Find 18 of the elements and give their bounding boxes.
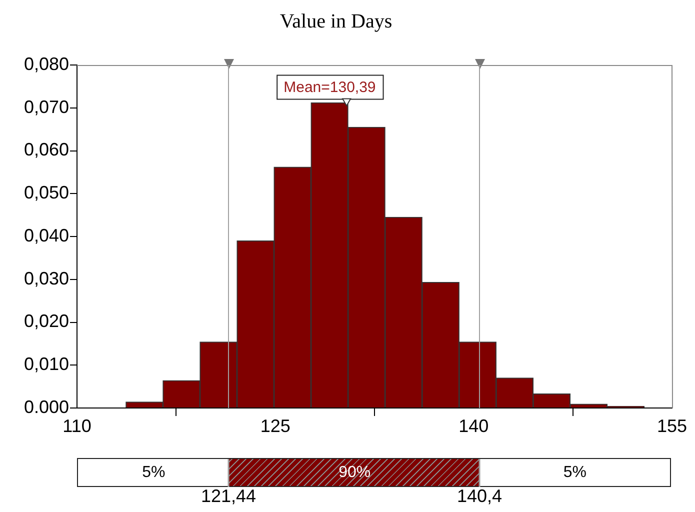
y-tick-label: 0,040 bbox=[24, 225, 69, 246]
y-tick-label: 0,080 bbox=[24, 54, 69, 74]
x-tick-label: 125 bbox=[260, 416, 290, 436]
y-tick-label: 0,020 bbox=[24, 311, 69, 332]
x-tick-label: 110 bbox=[62, 416, 92, 436]
x-tick-label: 155 bbox=[656, 416, 688, 436]
text: 140,4 bbox=[456, 486, 502, 506]
y-tick-label: 0,010 bbox=[24, 354, 69, 374]
y-tick-label: 0,030 bbox=[24, 268, 69, 288]
percentile-strip: 5% 90% 5% bbox=[77, 458, 671, 487]
y-tick-label: 0,050 bbox=[24, 182, 69, 203]
y-tick-label: 0.000 bbox=[24, 396, 69, 417]
chart-title: Value in Days bbox=[280, 10, 392, 32]
x-tick-label: 140 bbox=[458, 416, 489, 436]
text: 121,44 bbox=[200, 486, 256, 506]
y-tick-label: 0,070 bbox=[24, 96, 69, 117]
annotation: Mean=130,39 bbox=[284, 78, 376, 96]
y-tick-label: 0,060 bbox=[24, 140, 69, 160]
